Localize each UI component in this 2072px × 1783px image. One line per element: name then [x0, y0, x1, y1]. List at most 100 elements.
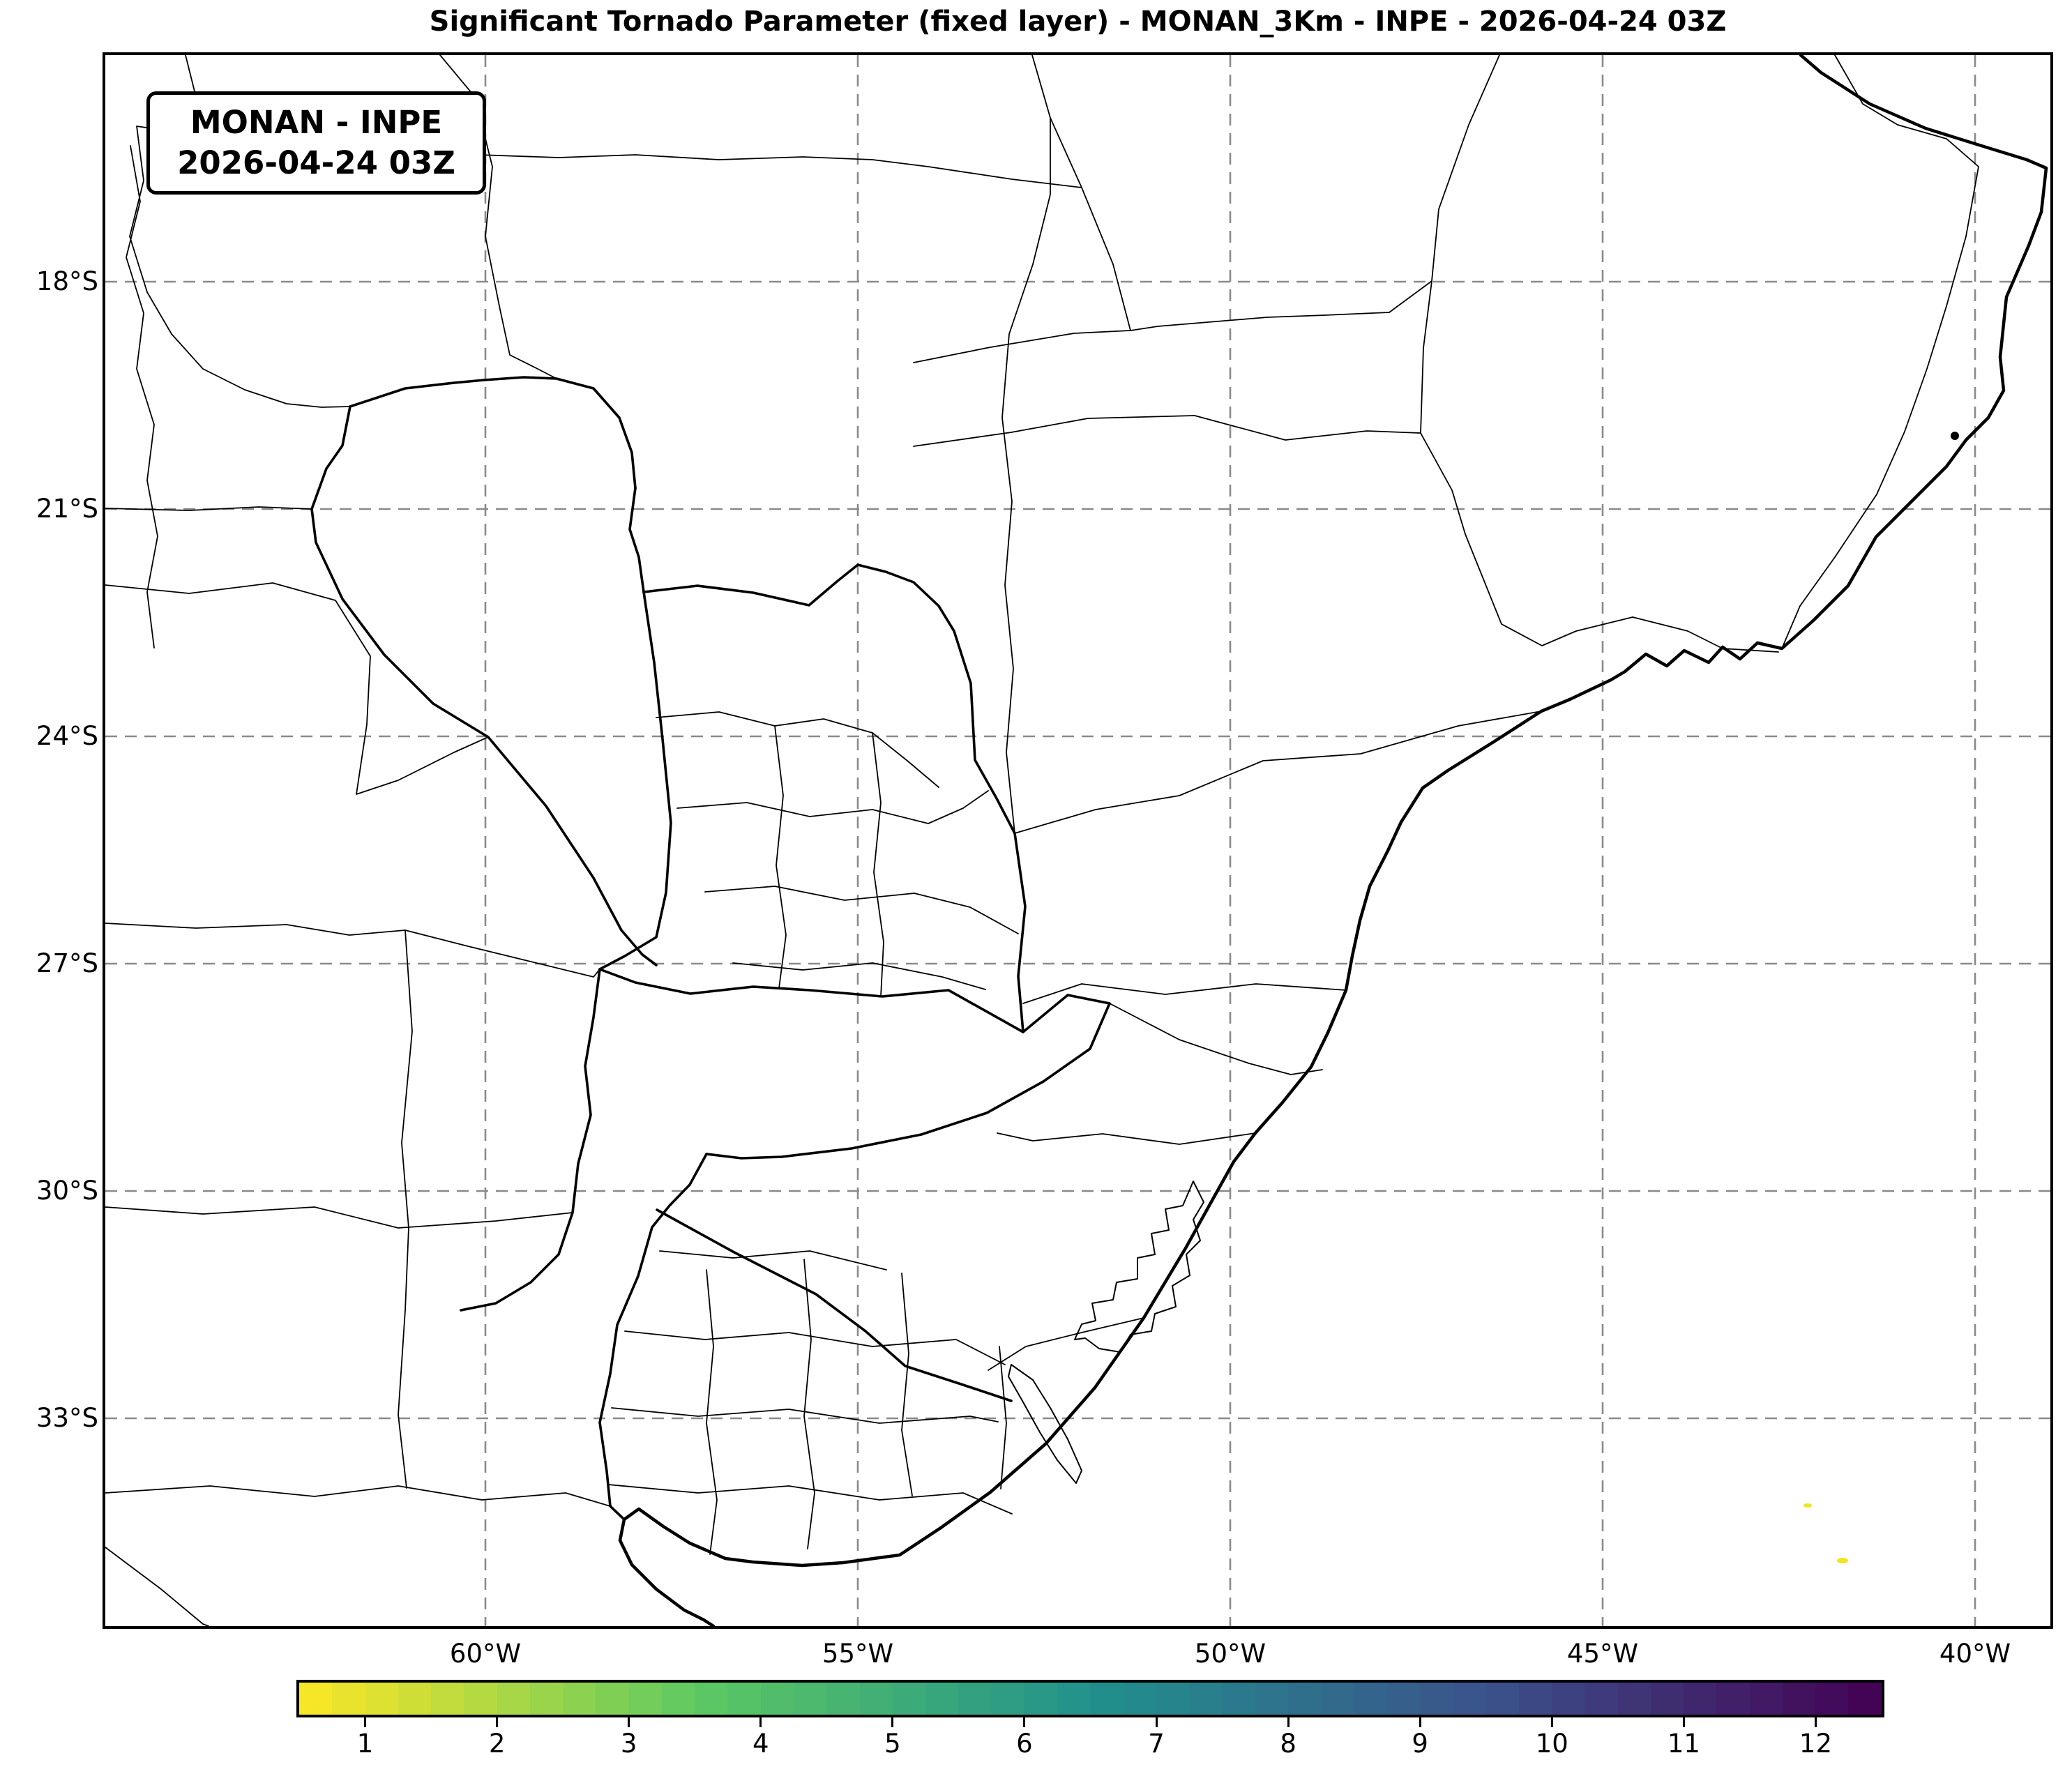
border-path	[1420, 55, 1500, 434]
colorbar-segment	[958, 1683, 992, 1715]
border-path	[478, 154, 1082, 188]
border-path	[656, 1208, 1013, 1402]
border-path	[624, 1330, 1006, 1365]
colorbar-segment	[1650, 1683, 1684, 1715]
colorbar-tick-label: 6	[1016, 1729, 1033, 1759]
border-path	[1109, 1003, 1323, 1075]
colorbar-segment	[1552, 1683, 1585, 1715]
lon-tick-label: 45°W	[1566, 1639, 1639, 1669]
border-path	[105, 923, 600, 978]
border-path	[913, 415, 1779, 653]
colorbar-segment	[431, 1683, 464, 1715]
lat-tick-label: 30°S	[36, 1176, 98, 1206]
colorbar-tick-label: 9	[1412, 1729, 1428, 1759]
colorbar-segment	[1815, 1683, 1849, 1715]
coastline	[618, 55, 2048, 1626]
colorbar-tick	[1155, 1717, 1158, 1727]
map-frame	[103, 52, 2053, 1629]
border-path	[1031, 55, 1131, 331]
colorbar-tick-label: 11	[1667, 1729, 1700, 1759]
state-borders	[105, 55, 1979, 1626]
colorbar-tick	[1682, 1717, 1685, 1727]
colorbar-tick-label: 2	[488, 1729, 506, 1759]
colorbar-segment	[1848, 1683, 1882, 1715]
colorbar-tick-label: 10	[1535, 1729, 1568, 1759]
coastline-path	[618, 55, 2048, 1626]
colorbar-segment	[1782, 1683, 1816, 1715]
colorbar-segment	[1354, 1683, 1387, 1715]
colorbar-tick-label: 1	[356, 1729, 374, 1759]
colorbar-segment	[1485, 1683, 1519, 1715]
colorbar-segment	[1453, 1683, 1486, 1715]
border-path	[704, 886, 1019, 934]
stp-hotspots	[1803, 1503, 1848, 1563]
border-path	[659, 1250, 887, 1270]
border-path	[105, 1206, 573, 1229]
colorbar-segment	[1287, 1683, 1322, 1715]
colorbar-segment	[991, 1683, 1024, 1715]
model-info-line2: 2026-04-24 03Z	[177, 144, 455, 181]
colorbar-segment	[1716, 1683, 1750, 1715]
lagoa-dos-patos-outline	[1074, 1181, 1204, 1353]
border-path	[310, 405, 658, 966]
colorbar-tick	[759, 1717, 762, 1727]
colorbar-segment	[859, 1683, 893, 1715]
border-path	[105, 1547, 209, 1626]
colorbar-segment	[1222, 1683, 1255, 1715]
border-path	[460, 968, 601, 1312]
colorbar-segment	[695, 1683, 728, 1715]
lon-tick-label: 50°W	[1194, 1639, 1266, 1669]
colorbar-segment	[497, 1683, 530, 1715]
model-info-line1: MONAN - INPE	[190, 104, 443, 142]
border-path	[656, 711, 939, 788]
colorbar-tick-label: 7	[1148, 1729, 1165, 1759]
colorbar-segment	[826, 1683, 860, 1715]
colorbar-segment	[1024, 1683, 1058, 1715]
colorbar-segment	[925, 1683, 959, 1715]
border-path	[105, 506, 312, 511]
border-path	[732, 962, 986, 990]
lon-tick-label: 55°W	[822, 1639, 894, 1669]
colorbar-segment	[1123, 1683, 1156, 1715]
colorbar-tick	[1023, 1717, 1026, 1727]
border-path	[398, 930, 413, 1489]
border-path	[611, 1407, 999, 1424]
border-path	[126, 145, 158, 648]
colorbar-tick-label: 12	[1799, 1729, 1832, 1759]
model-info-box: MONAN - INPE 2026-04-24 03Z	[146, 91, 486, 195]
colorbar-segment	[1617, 1683, 1651, 1715]
border-path	[598, 968, 1024, 1033]
border-path	[676, 790, 989, 824]
lagoons	[1008, 1181, 1204, 1484]
border-path	[642, 563, 1016, 835]
lat-tick-label: 33°S	[36, 1403, 98, 1433]
graticule-gridlines	[105, 55, 2050, 1626]
lat-tick-label: 27°S	[36, 948, 98, 978]
lat-tick-label: 24°S	[36, 721, 98, 751]
border-path	[1781, 55, 1979, 649]
country-borders	[310, 376, 1111, 1521]
colorbar-tick-label: 5	[884, 1729, 901, 1759]
colorbar-tick	[1814, 1717, 1817, 1727]
colorbar-segment	[1189, 1683, 1223, 1715]
colorbar-segment	[1684, 1683, 1717, 1715]
lagoa-mirim-outline	[1008, 1364, 1082, 1484]
colorbar-segment	[332, 1683, 365, 1715]
colorbar-segment	[628, 1683, 662, 1715]
border-path	[988, 1317, 1144, 1371]
stp-hotspot	[1837, 1558, 1848, 1563]
border-path	[1001, 117, 1051, 834]
border-path	[997, 1132, 1256, 1145]
border-path	[598, 487, 672, 971]
colorbar-tick	[364, 1717, 367, 1727]
colorbar-segment	[365, 1683, 398, 1715]
stp-hotspot	[1803, 1503, 1812, 1508]
border-path	[105, 582, 489, 795]
colorbar-segment	[1518, 1683, 1552, 1715]
colorbar-segment	[661, 1683, 695, 1715]
lon-tick-label: 60°W	[449, 1639, 522, 1669]
colorbar	[296, 1680, 1884, 1717]
border-path	[803, 1259, 815, 1549]
colorbar-tick-label: 3	[620, 1729, 637, 1759]
